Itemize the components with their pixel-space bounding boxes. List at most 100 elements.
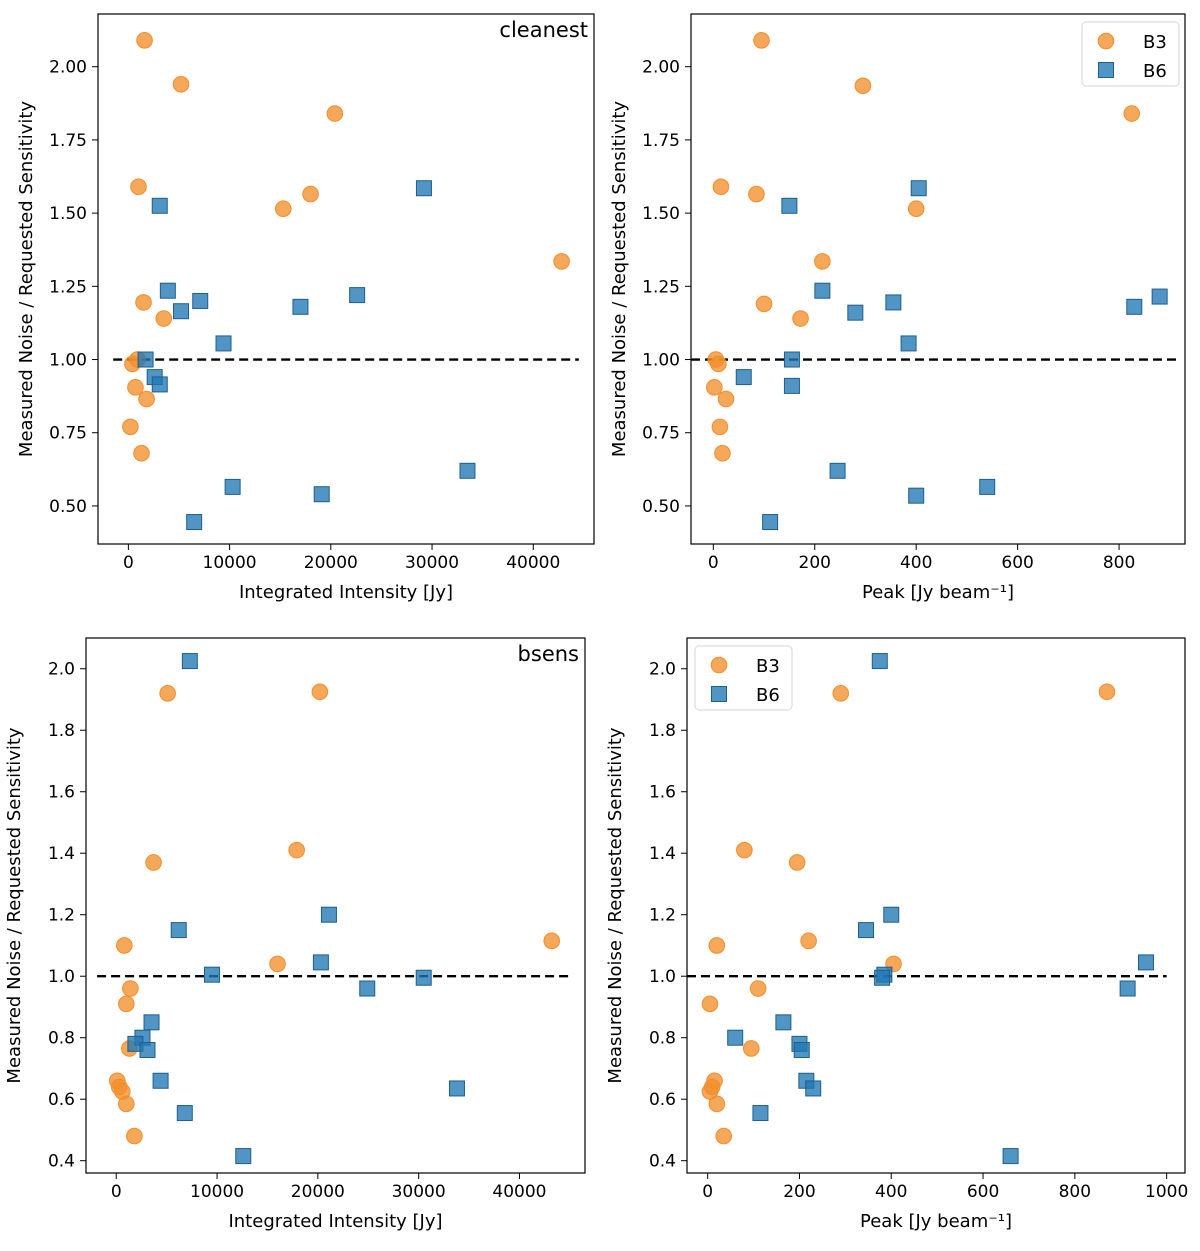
- data-point-b6: [235, 1148, 252, 1165]
- y-tick-label: 0.6: [48, 1090, 75, 1110]
- x-tick-label: 20000: [291, 1182, 345, 1202]
- x-tick-label: 400: [875, 1182, 907, 1202]
- data-point-b6: [1126, 298, 1143, 315]
- axes-frame: [686, 637, 1186, 1174]
- data-point-b3: [788, 854, 806, 871]
- panel-annotation: cleanest: [499, 18, 588, 42]
- legend-marker-b3: [710, 656, 728, 674]
- data-point-b3: [714, 444, 731, 462]
- panel-cleanest-integrated: 0 10000 20000 30000 40000 0.50 0.75 1.00 1.25 1.5…: [16, 13, 595, 603]
- x-tick-label: 200: [799, 553, 831, 573]
- y-tick-label: 1.75: [642, 131, 680, 151]
- data-point-b3: [553, 253, 570, 270]
- series-b6: [727, 653, 1154, 1165]
- x-tick-label: 30000: [405, 553, 459, 573]
- series-b6: [127, 653, 465, 1165]
- legend-label-b6: B6: [756, 685, 780, 706]
- data-point-b6: [176, 1105, 193, 1122]
- data-point-b3: [302, 185, 319, 203]
- y-tick-label: 0.8: [649, 1029, 676, 1049]
- data-point-b3: [288, 841, 305, 859]
- x-tick-label: 0: [111, 1182, 122, 1202]
- series-b3: [701, 683, 1116, 1145]
- legend-label-b3: B3: [1143, 32, 1167, 53]
- y-tick-label: 2.00: [642, 58, 680, 78]
- data-point-b6: [783, 351, 800, 368]
- data-point-b3: [326, 105, 344, 122]
- data-point-b6: [151, 197, 168, 214]
- panel-cleanest-peak: 0 200 400 600 800 0.50 0.75 1.00 1.25 1.50 1.75 2.0…: [609, 13, 1186, 603]
- y-tick-label: 1.0: [649, 967, 676, 987]
- y-tick-label: 1.4: [48, 844, 75, 864]
- data-point-b3: [907, 200, 925, 218]
- data-point-b3: [710, 355, 727, 373]
- data-point-b6: [320, 906, 337, 923]
- series-b3: [108, 683, 561, 1145]
- data-point-b3: [800, 932, 817, 950]
- y-tick-label: 1.75: [49, 131, 87, 151]
- data-point-b6: [204, 966, 221, 983]
- data-point-b6: [847, 304, 864, 321]
- panel-bsens-peak: 0 200 400 600 800 1000 0.4 0.6 0.8 1.0 1.2 1.4 1.6 1.…: [605, 637, 1188, 1232]
- data-point-b3: [708, 937, 726, 954]
- data-point-b6: [415, 969, 432, 986]
- panel-annotation: bsens: [518, 642, 579, 666]
- series-b3: [122, 32, 570, 462]
- y-tick-label: 2.0: [649, 660, 676, 680]
- legend-label-b6: B6: [1143, 61, 1167, 82]
- data-point-b6: [181, 653, 198, 670]
- data-point-b3: [854, 77, 872, 95]
- data-point-b3: [118, 1095, 135, 1113]
- legend-marker-b3: [1097, 32, 1115, 50]
- y-tick-label: 0.50: [642, 497, 680, 517]
- data-point-b6: [313, 486, 330, 503]
- x-tick-label: 0: [702, 1182, 713, 1202]
- data-point-b6: [152, 1072, 169, 1089]
- data-point-b6: [151, 376, 168, 393]
- y-tick-label: 1.00: [642, 351, 680, 371]
- data-point-b6: [858, 922, 875, 939]
- data-point-b6: [781, 197, 798, 214]
- y-tick-label: 0.6: [649, 1090, 676, 1110]
- data-point-b6: [1119, 980, 1136, 997]
- y-tick-label: 1.8: [48, 721, 75, 741]
- data-point-b6: [885, 294, 902, 311]
- y-tick-label: 1.0: [48, 967, 75, 987]
- x-tick-label: 40000: [492, 1182, 546, 1202]
- axes-frame: [690, 13, 1186, 545]
- data-point-b3: [130, 178, 147, 196]
- y-tick-label: 1.4: [649, 844, 676, 864]
- data-point-b3: [749, 980, 767, 997]
- data-point-b6: [415, 180, 432, 197]
- data-point-b6: [1151, 288, 1168, 305]
- data-point-b3: [126, 1127, 143, 1145]
- y-tick-label: 0.50: [49, 497, 87, 517]
- data-point-b3: [755, 295, 773, 313]
- data-point-b6: [224, 478, 241, 495]
- data-point-b3: [116, 937, 133, 954]
- axes-frame: [97, 13, 595, 545]
- x-tick-label: 10000: [203, 553, 257, 573]
- y-tick-label: 1.25: [49, 277, 87, 297]
- y-axis-label: Measured Noise / Requested Sensitivity: [4, 727, 25, 1083]
- data-point-b6: [735, 369, 752, 386]
- y-tick-label: 1.6: [48, 783, 75, 803]
- data-point-b3: [118, 995, 135, 1013]
- y-tick-label: 1.50: [49, 204, 87, 224]
- data-point-b3: [792, 310, 809, 327]
- x-tick-label: 600: [1001, 553, 1033, 573]
- data-point-b3: [138, 390, 155, 408]
- data-point-b3: [715, 1127, 733, 1145]
- data-point-b3: [712, 178, 730, 196]
- legend-marker-b6: [1098, 62, 1114, 78]
- data-point-b3: [269, 955, 286, 973]
- data-point-b3: [274, 200, 292, 218]
- x-tick-label: 10000: [190, 1182, 244, 1202]
- x-tick-label: 1000: [1145, 1182, 1188, 1202]
- data-point-b6: [727, 1029, 744, 1046]
- data-point-b6: [312, 954, 329, 971]
- data-point-b6: [143, 1014, 160, 1031]
- y-axis-label: Measured Noise / Requested Sensitivity: [605, 727, 626, 1083]
